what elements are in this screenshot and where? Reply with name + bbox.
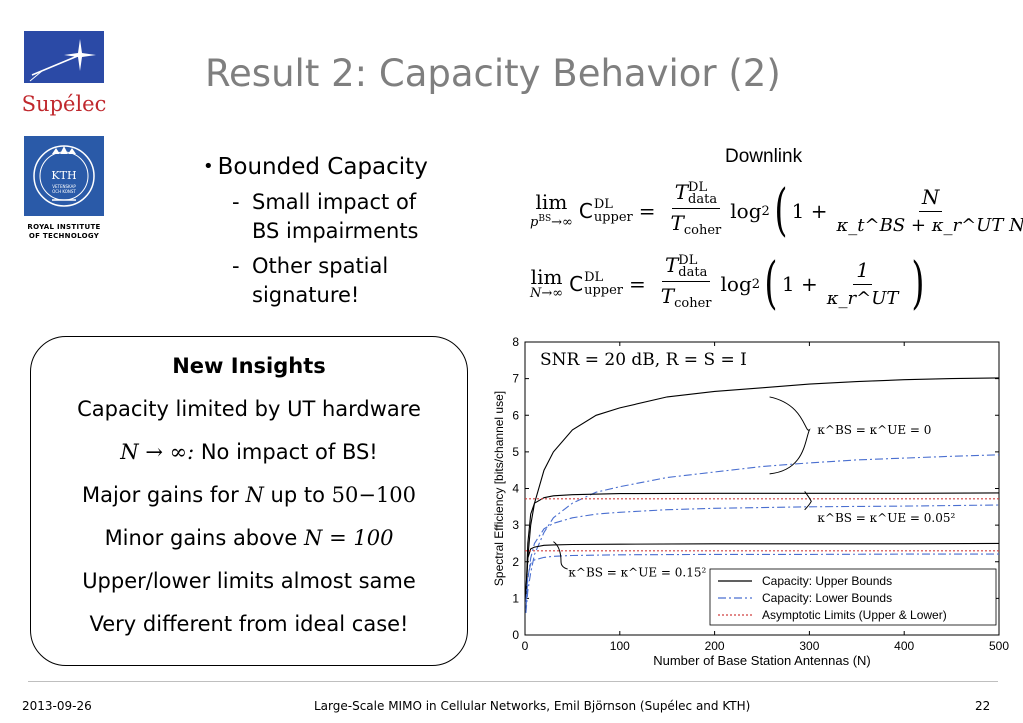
footer-center: Large-Scale MIMO in Cellular Networks, E… [314, 699, 751, 713]
insights-heading: New Insights [172, 354, 326, 378]
kth-logo: KTH VETENSKAP OCH KONST [22, 134, 106, 234]
brace-kappa-005 [804, 491, 812, 511]
bullet-dot-icon: • [203, 156, 214, 177]
svg-text:OCH KONST: OCH KONST [52, 189, 76, 194]
insight-line: Capacity limited by UT hardware [77, 397, 421, 421]
legend-box [709, 568, 997, 626]
curve-label: κ^BS = κ^UE = 0.15² [568, 566, 706, 580]
snr-annotation: SNR = 20 dB, R = S = I [540, 350, 747, 370]
legend-label: Asymptotic Limits (Upper & Lower) [762, 608, 947, 622]
brace-kappa-0 [769, 396, 811, 475]
insights-box: New Insights Capacity limited by UT hard… [30, 336, 468, 666]
svg-text:VETENSKAP: VETENSKAP [52, 184, 76, 189]
series-line-lower [525, 454, 1000, 614]
kth-badge-letters: KTH [51, 169, 76, 182]
insight-line: Upper/lower limits almost same [82, 569, 416, 593]
series-line-lower [525, 553, 999, 603]
legend-label: Capacity: Lower Bounds [762, 591, 892, 605]
y-tick-label: 5 [512, 445, 519, 459]
y-tick-label: 2 [512, 555, 519, 569]
y-tick-label: 8 [512, 335, 519, 349]
x-axis-label: Number of Base Station Antennas (N) [653, 653, 871, 668]
insight-line: Major gains for N up to 50−100 [81, 483, 417, 507]
insight-line: Minor gains above N = 100 [104, 526, 394, 550]
bullet-list: • Bounded Capacity - Small impact of BS im… [203, 154, 428, 316]
curve-label: κ^BS = κ^UE = 0.05² [817, 511, 955, 525]
brace-kappa-015 [553, 541, 568, 570]
equation-n-limit: lim N→∞ C DL upper = T DL data Tcoher log 2 ( 1… [530, 251, 925, 317]
footer-divider [28, 681, 998, 682]
equation-header: Downlink [725, 146, 803, 167]
x-tick-label: 0 [522, 639, 529, 653]
y-tick-label: 7 [512, 372, 519, 386]
page-number: 22 [975, 699, 991, 713]
x-tick-label: 300 [799, 639, 819, 653]
sub-bullet: - Other spatial signature! [232, 254, 389, 307]
y-tick-label: 4 [512, 482, 519, 496]
kth-caption: ROYAL INSTITUTE OF TECHNOLOGY [27, 223, 101, 240]
x-tick-label: 500 [989, 639, 1009, 653]
insight-line: Very different from ideal case! [89, 612, 409, 636]
equation-bs-limit: lim pBS→∞ C DL upper = T DL data Tcoher log 2 (… [530, 178, 1023, 244]
supelec-logo-text: Supélec [22, 92, 106, 116]
page-title: Result 2: Capacity Behavior (2) [205, 52, 781, 95]
y-tick-label: 0 [512, 628, 519, 642]
x-tick-label: 200 [705, 639, 725, 653]
series-line-upper [525, 377, 1000, 599]
legend-label: Capacity: Upper Bounds [762, 574, 892, 588]
insight-line: N → ∞: No impact of BS! [120, 440, 378, 464]
y-tick-label: 6 [512, 408, 519, 422]
curve-label: κ^BS = κ^UE = 0 [817, 423, 931, 437]
y-axis-label: Spectral Efficiency [bits/channel use] [492, 391, 506, 586]
series-line-lower [525, 504, 1000, 610]
x-tick-label: 100 [610, 639, 630, 653]
x-tick-label: 400 [894, 639, 914, 653]
supelec-logo: Supélec [22, 31, 106, 121]
bullet-main: • Bounded Capacity [203, 154, 428, 180]
footer-date: 2013-09-26 [22, 699, 92, 713]
spectral-efficiency-chart: 0 100 200 300 400 500 0 1 2 3 4 5 6 7 8 Number of Base … [478, 333, 1023, 673]
series-line-upper [525, 492, 1000, 599]
y-tick-label: 3 [512, 518, 519, 532]
sub-bullet: - Small impact of BS impairments [232, 190, 419, 243]
y-tick-label: 1 [512, 591, 519, 605]
chart-svg: 0 100 200 300 400 500 0 1 2 3 4 5 6 7 8 Number of Base … [492, 335, 1009, 668]
